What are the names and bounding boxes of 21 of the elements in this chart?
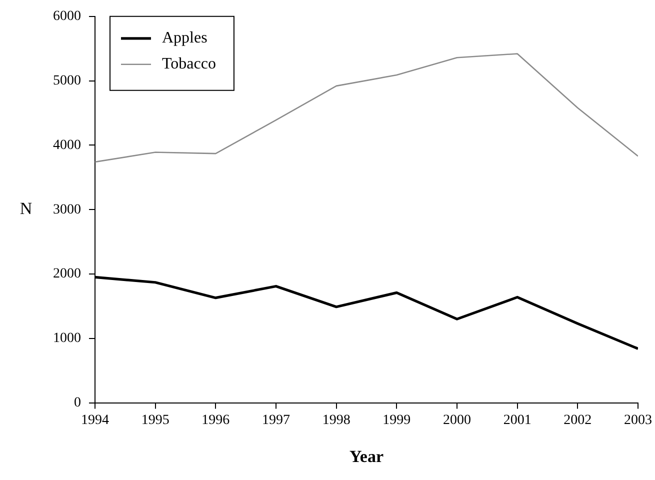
legend-label: Tobacco [162,56,216,73]
x-tick-label: 2003 [624,412,652,428]
x-tick-label: 1996 [202,412,230,428]
y-tick-label: 6000 [53,9,81,24]
y-axis-title: N [20,199,32,218]
x-axis-title: Year [350,447,384,466]
y-tick-label: 1000 [53,331,81,346]
y-tick-label: 4000 [53,138,81,153]
legend-label: Apples [162,30,208,47]
y-tick-label: 2000 [53,266,81,282]
x-tick-label: 1995 [141,412,170,428]
y-tick-label: 5000 [53,73,81,88]
x-tick-label: 2000 [443,412,471,428]
x-tick-label: 1998 [322,412,350,428]
x-tick-label: 2001 [503,412,532,428]
y-tick-label: 0 [74,395,81,410]
x-tick-label: 2002 [564,412,592,428]
x-tick-label: 1999 [382,412,411,428]
x-tick-label: 1997 [262,412,290,428]
x-tick-label: 1994 [81,412,109,428]
y-tick-label: 3000 [53,202,81,218]
